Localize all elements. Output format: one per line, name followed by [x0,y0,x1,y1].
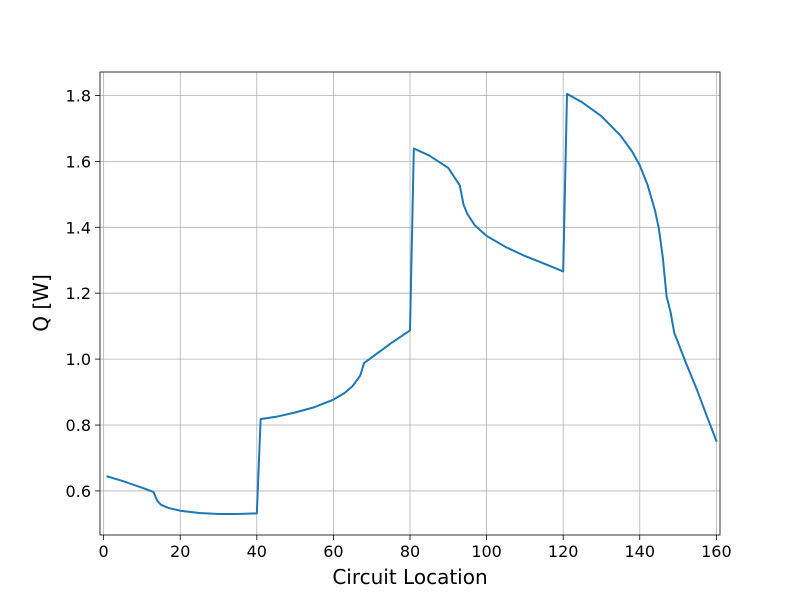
y-tick-label: 1.6 [66,152,91,171]
x-tick-label: 20 [170,542,190,561]
x-tick-label: 140 [624,542,655,561]
y-tick-label: 1.0 [66,350,91,369]
series-line [106,92,718,516]
x-tick-label: 0 [99,542,109,561]
y-tick-label: 0.8 [66,416,91,435]
x-tick-label: 120 [548,542,579,561]
x-tick-label: 80 [400,542,420,561]
x-tick-label: 60 [323,542,343,561]
x-tick-label: 100 [471,542,502,561]
series-layer [106,92,718,516]
y-tick-label: 1.2 [66,284,91,303]
y-tick-label: 0.6 [66,482,91,501]
y-axis-label: Q [W] [29,274,53,331]
x-axis-label: Circuit Location [332,565,487,589]
x-tick-label: 160 [701,542,732,561]
y-tick-label: 1.4 [66,218,91,237]
y-axis: 0.6 0.8 1.0 1.2 1.4 1.6 1.8 [66,86,100,501]
y-tick-label: 1.8 [66,86,91,105]
x-tick-label: 40 [247,542,267,561]
x-axis: 0 20 40 60 80 100 120 140 160 [99,535,732,561]
